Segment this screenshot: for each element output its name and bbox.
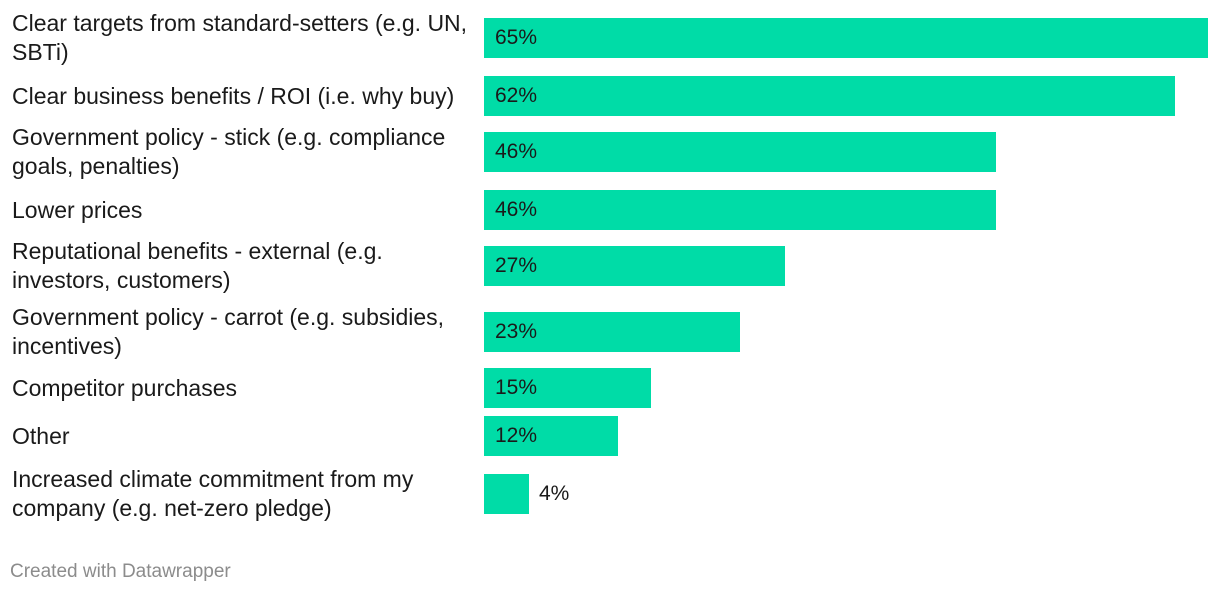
bar	[484, 368, 651, 408]
value-label: 62%	[495, 84, 538, 107]
category-label: Increased climate commitment from my com…	[12, 466, 414, 521]
value-label: 27%	[495, 254, 538, 277]
category-label: Government policy - carrot (e.g. subsidi…	[12, 304, 445, 359]
bar	[484, 132, 996, 172]
value-label: 46%	[495, 198, 538, 221]
bar	[484, 76, 1175, 116]
value-label: 4%	[539, 482, 570, 505]
category-label: Other	[12, 422, 70, 449]
bar	[484, 416, 618, 456]
value-label: 65%	[495, 26, 538, 49]
value-label: 46%	[495, 140, 538, 163]
category-label: Clear business benefits / ROI (i.e. why …	[12, 82, 455, 109]
bar	[484, 18, 1208, 58]
value-label: 12%	[495, 424, 538, 447]
value-label: 15%	[495, 376, 538, 399]
category-label: Competitor purchases	[12, 374, 237, 401]
bar	[484, 474, 529, 514]
category-label: Government policy - stick (e.g. complian…	[12, 124, 446, 179]
bar	[484, 246, 785, 286]
bar	[484, 190, 996, 230]
category-label: Reputational benefits - external (e.g. i…	[12, 238, 383, 293]
value-label: 23%	[495, 320, 538, 343]
bar	[484, 312, 740, 352]
datawrapper-credit[interactable]: Created with Datawrapper	[10, 561, 231, 582]
category-label: Clear targets from standard-setters (e.g…	[12, 10, 468, 65]
category-label: Lower prices	[12, 196, 143, 223]
